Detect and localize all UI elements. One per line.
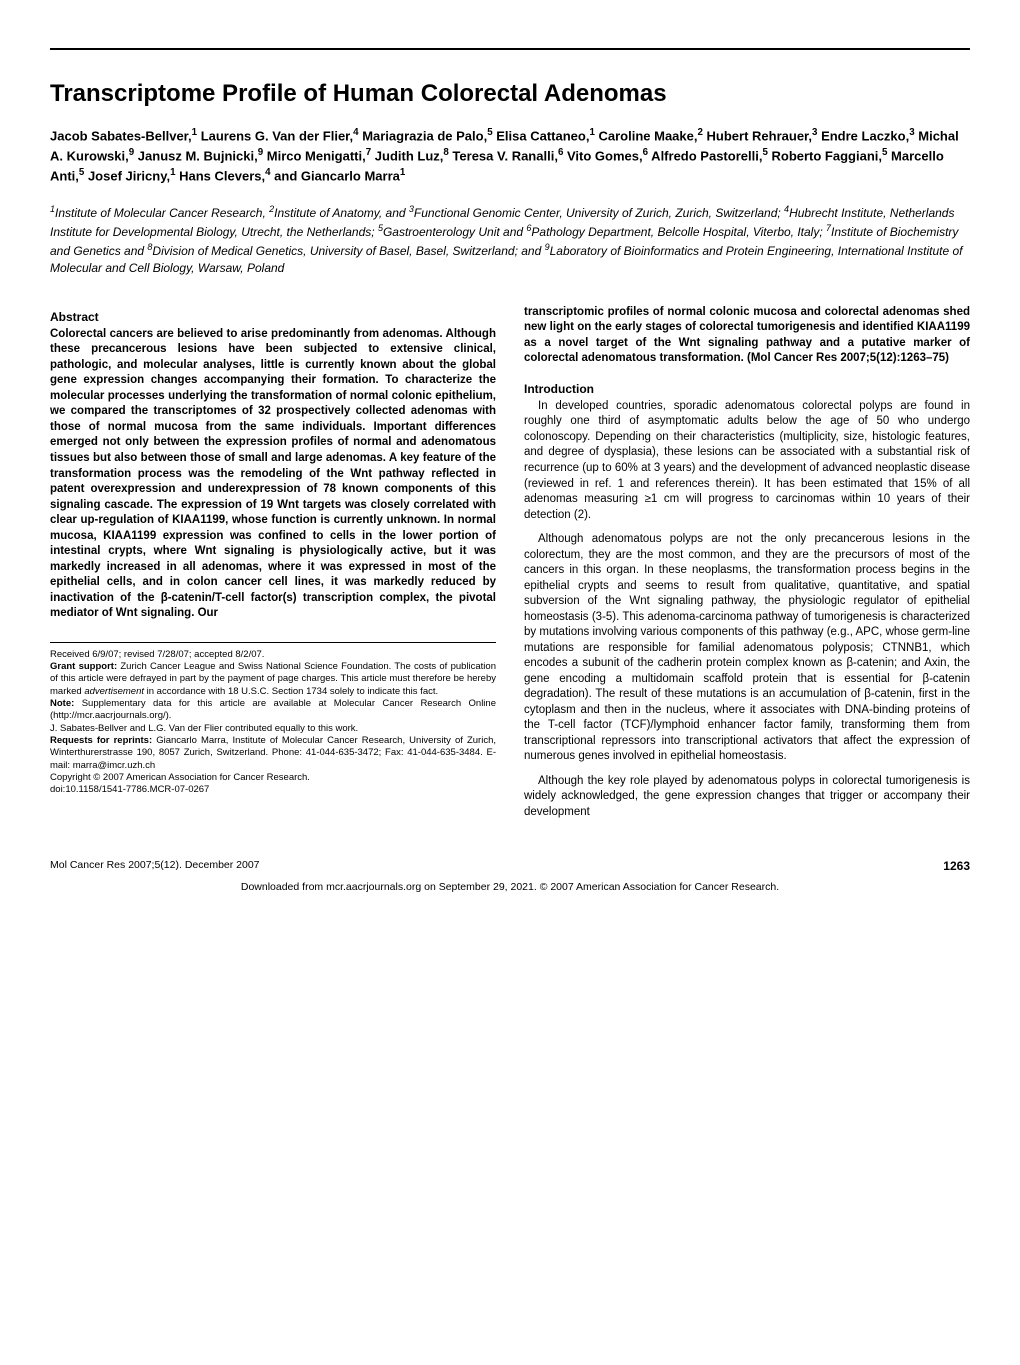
left-column: Abstract Colorectal cancers are believed… <box>50 305 496 830</box>
abstract-tail: transcriptomic profiles of normal coloni… <box>524 305 970 367</box>
article-title: Transcriptome Profile of Human Colorecta… <box>50 80 970 108</box>
footer-left: Mol Cancer Res 2007;5(12). December 2007 <box>50 859 260 873</box>
footer-page-number: 1263 <box>943 859 970 873</box>
authors: Jacob Sabates-Bellver,1 Laurens G. Van d… <box>50 126 970 185</box>
body-columns: Abstract Colorectal cancers are believed… <box>50 305 970 830</box>
abstract-body: Colorectal cancers are believed to arise… <box>50 327 496 622</box>
download-note: Downloaded from mcr.aacrjournals.org on … <box>50 881 970 893</box>
intro-p3: Although the key role played by adenomat… <box>524 774 970 821</box>
affiliations: 1Institute of Molecular Cancer Research,… <box>50 203 970 276</box>
intro-heading: Introduction <box>524 381 970 397</box>
top-rule <box>50 48 970 50</box>
footnotes: Received 6/9/07; revised 7/28/07; accept… <box>50 642 496 797</box>
right-column: transcriptomic profiles of normal coloni… <box>524 305 970 830</box>
page-footer: Mol Cancer Res 2007;5(12). December 2007… <box>50 859 970 873</box>
abstract-heading: Abstract <box>50 309 496 325</box>
intro-p1: In developed countries, sporadic adenoma… <box>524 399 970 523</box>
intro-p2: Although adenomatous polyps are not the … <box>524 532 970 765</box>
intro-body: In developed countries, sporadic adenoma… <box>524 399 970 820</box>
